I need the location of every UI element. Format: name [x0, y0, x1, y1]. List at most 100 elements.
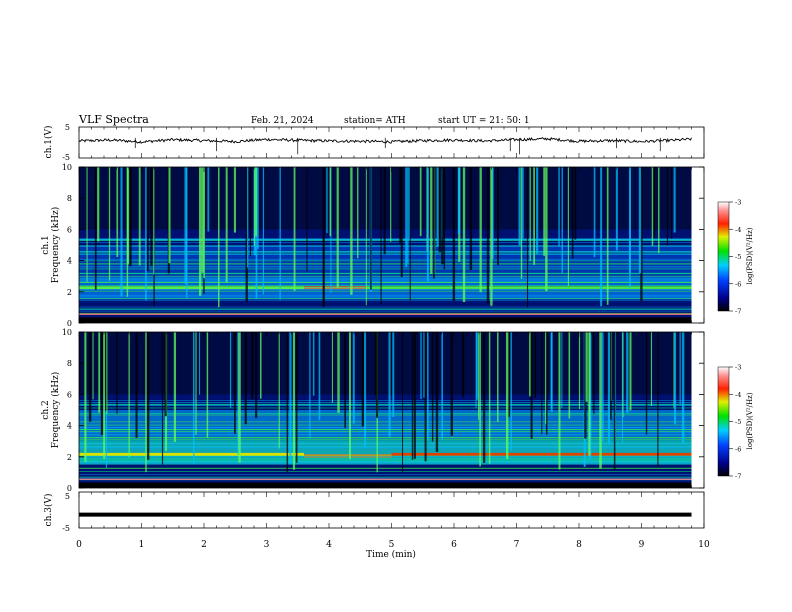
spectrogram-ytick-label: 4	[67, 422, 72, 431]
ch1-spec-ylabel-channel: ch.1	[41, 235, 51, 254]
spectrogram-sferic	[558, 167, 560, 247]
spectrogram-sferic	[520, 167, 523, 279]
spectrogram-sferic	[295, 332, 298, 463]
spectrogram-line	[79, 446, 692, 448]
ch1-spec-ylabel-frequency: Frequency (kHz)	[50, 207, 61, 284]
spectrogram-sferic	[679, 332, 681, 405]
spectrogram-sferic	[420, 332, 422, 399]
spectrogram-sferic	[357, 167, 359, 259]
spectrogram-sferic	[497, 167, 499, 265]
ch1-ylabel: ch.1(V)	[43, 126, 54, 159]
spectrogram-line	[79, 402, 692, 404]
spectrogram-line	[79, 421, 692, 423]
spectrogram-sferic	[606, 167, 609, 305]
header-start-ut: start UT = 21: 50: 1	[438, 116, 530, 126]
spectrogram-line	[79, 414, 692, 416]
spectrogram-sferic	[650, 332, 653, 407]
spectrogram-sferic	[88, 332, 92, 422]
ch2-colorbar-scale	[717, 366, 730, 477]
spectrogram-sferic	[173, 332, 177, 442]
spectrogram-line	[79, 400, 692, 401]
spectrogram-line	[79, 258, 692, 260]
spectrogram-line	[79, 443, 692, 445]
spectrogram-sferic	[337, 332, 340, 413]
spectrogram-sferic	[400, 167, 403, 277]
spectrogram-sferic	[462, 332, 465, 398]
spectrogram-2khz-band	[391, 452, 692, 456]
spectrogram-base-strip	[79, 317, 692, 323]
spectrogram-sferic	[390, 332, 392, 396]
spectrogram-sferic	[476, 332, 479, 400]
spectrogram-sferic	[138, 167, 141, 266]
spectrogram-empty-region	[691, 332, 704, 488]
spectrogram-sferic	[245, 167, 248, 302]
spectrogram-line	[79, 447, 692, 449]
spectrogram-sferic	[426, 167, 429, 282]
spectrogram-sferic	[401, 332, 404, 473]
spectrogram-empty-region	[691, 167, 704, 323]
spectrogram-sferic	[681, 332, 685, 444]
spectrogram-sferic	[97, 167, 100, 242]
spectrogram-sferic	[225, 167, 228, 283]
spectrogram-line	[79, 296, 692, 298]
spectrogram-sferic	[593, 167, 596, 258]
ch1-colorbar-label: log(PSD)(V²/Hz)	[746, 227, 754, 284]
spectrogram-line	[79, 281, 692, 283]
spectrogram-sferic	[286, 332, 289, 473]
spectrogram-sferic	[306, 167, 308, 272]
spectrogram-line	[79, 412, 692, 414]
spectrogram-sferic	[374, 332, 377, 396]
spectrogram-sferic	[671, 167, 673, 239]
spectrogram-sferic	[529, 332, 532, 397]
spectrogram-sferic	[100, 332, 104, 436]
spectrogram-sferic	[457, 167, 461, 235]
colorbar-tick-label: -7	[735, 473, 741, 481]
spectrogram-sferic	[628, 332, 630, 408]
spectrogram-sferic	[479, 167, 482, 293]
spectrogram-sferic	[601, 332, 604, 442]
spectrogram-line	[79, 429, 692, 431]
spectrogram-sferic	[613, 332, 616, 471]
time-axis-label: Time (min)	[366, 549, 416, 560]
ch2-spectrogram-panel: 0 2 4 6 8 10 ch.2 Frequency (kHz)	[41, 328, 705, 493]
ch1-colorbar-scale	[717, 201, 730, 312]
spectrogram-sferic	[545, 167, 548, 292]
spectrogram-sferic	[599, 332, 602, 469]
spectrogram-sferic	[207, 167, 210, 232]
spectrogram-sferic	[326, 167, 328, 234]
spectrogram-sferic	[561, 332, 563, 409]
spectrogram-sferic	[184, 167, 187, 284]
spectrogram-sferic	[629, 167, 631, 274]
xtick-label: 5	[389, 540, 395, 550]
spectrogram-sferic	[482, 332, 486, 463]
spectrogram-sferic	[438, 167, 442, 253]
spectrogram-line	[79, 308, 692, 310]
spectrogram-ytick-label: 0	[67, 484, 72, 493]
xtick-label: 1	[139, 540, 145, 550]
spectrogram-low-line	[79, 478, 692, 480]
spectrogram-sferic	[433, 167, 435, 279]
spectrogram-sferic	[164, 332, 167, 417]
spectrogram-sferic	[161, 332, 164, 465]
spectrogram-line	[79, 437, 692, 438]
spectrogram-ytick-label: 10	[62, 328, 72, 337]
spectrogram-sferic	[571, 167, 574, 259]
spectrogram-sferic	[128, 332, 130, 458]
header-date: Feb. 21, 2024	[251, 116, 314, 126]
spectrogram-sferic	[116, 332, 118, 414]
spectrogram-sferic	[350, 167, 353, 295]
spectrogram-sferic	[469, 167, 473, 270]
spectrogram-sferic	[145, 167, 147, 301]
spectrogram-sferic	[491, 167, 494, 260]
spectrogram-line	[79, 456, 692, 457]
spectrogram-sferic	[550, 332, 553, 412]
xtick-label: 0	[76, 540, 82, 550]
spectrogram-line	[79, 298, 692, 299]
spectrogram-sferic	[246, 167, 249, 268]
spectrogram-ytick-label: 10	[62, 163, 72, 172]
spectrogram-sferic	[529, 167, 531, 262]
spectrogram-sferic	[193, 332, 195, 464]
spectrogram-line	[79, 474, 692, 476]
spectrogram-sferic	[530, 332, 533, 439]
spectrogram-sferic	[505, 332, 509, 459]
